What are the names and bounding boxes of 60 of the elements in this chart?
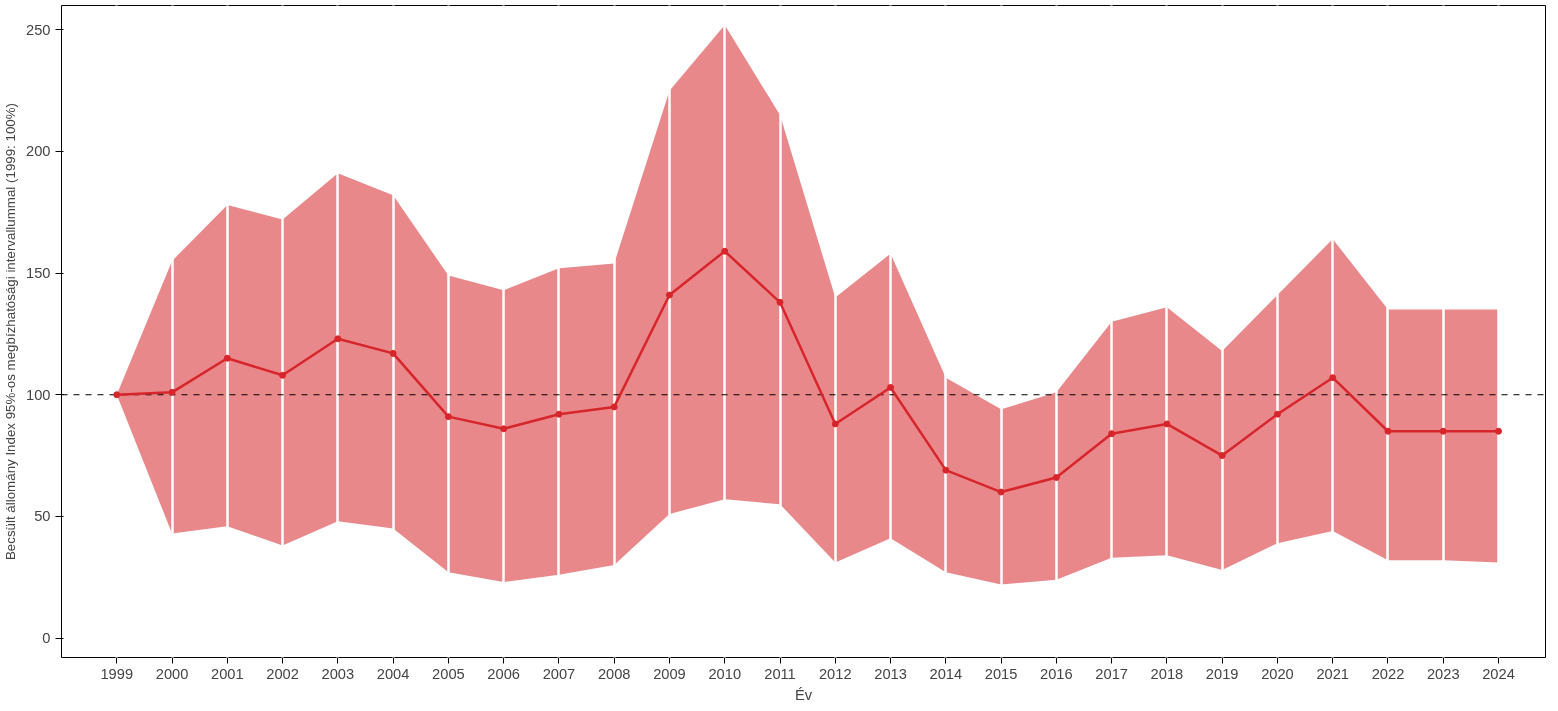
point [1163, 420, 1171, 428]
y-tick-label: 250 [26, 21, 51, 38]
x-tick-label: 2001 [211, 665, 244, 682]
x-tick-label: 2012 [818, 665, 852, 682]
point [665, 291, 673, 299]
point [500, 425, 508, 433]
y-tick-label: 50 [34, 508, 51, 525]
x-tick-label: 2021 [1316, 665, 1350, 682]
point [223, 354, 231, 362]
point [1384, 427, 1392, 435]
x-tick-label: 2006 [487, 665, 520, 682]
point [279, 371, 287, 379]
point [942, 466, 950, 474]
y-tick-label: 0 [42, 630, 51, 647]
point [1218, 452, 1226, 460]
x-tick-label: 2008 [597, 665, 631, 682]
x-tick-label: 2002 [266, 665, 299, 682]
x-tick-label: 2004 [376, 665, 410, 682]
x-tick-label: 2011 [764, 665, 796, 682]
point [997, 488, 1005, 496]
point [1108, 430, 1116, 438]
x-axis-title: Év [794, 686, 813, 703]
point [1495, 427, 1503, 435]
y-axis-title: Becsült állomány Index 95%-os megbízhatósági intervallummal (1999: 100%) [3, 102, 19, 561]
x-tick-label: 2010 [708, 665, 742, 682]
point [444, 413, 452, 421]
x-tick-label: 2014 [929, 665, 963, 682]
point [334, 335, 342, 343]
point [1329, 374, 1337, 382]
y-tick-label: 100 [26, 386, 51, 403]
x-tick-label: 2005 [432, 665, 465, 682]
x-tick-label: 2015 [984, 665, 1018, 682]
point [721, 247, 729, 255]
x-tick-label: 2009 [653, 665, 686, 682]
x-tick-label: 2013 [874, 665, 907, 682]
x-tick-label: 2023 [1426, 665, 1460, 682]
x-tick-label: 2016 [1040, 665, 1073, 682]
point [389, 349, 397, 357]
x-tick-label: 2022 [1371, 665, 1405, 682]
point [1273, 410, 1281, 418]
x-tick-label: 2017 [1095, 665, 1128, 682]
x-tick-label: 2003 [321, 665, 355, 682]
point [776, 298, 784, 306]
point [1439, 427, 1447, 435]
y-tick-label: 150 [26, 265, 51, 282]
x-tick-label: 1999 [100, 665, 134, 682]
point [113, 391, 121, 399]
x-tick-label: 2019 [1205, 665, 1239, 682]
x-tick-label: 2000 [155, 665, 189, 682]
point [887, 383, 895, 391]
point [831, 420, 839, 428]
point [610, 403, 618, 411]
x-tick-label: 2007 [542, 665, 576, 682]
y-tick-label: 200 [26, 143, 51, 160]
x-tick-label: 2018 [1150, 665, 1184, 682]
point [168, 388, 176, 396]
point [555, 410, 563, 418]
x-tick-label: 2020 [1261, 665, 1294, 682]
point [1052, 473, 1060, 481]
x-tick-label: 2024 [1482, 665, 1515, 682]
